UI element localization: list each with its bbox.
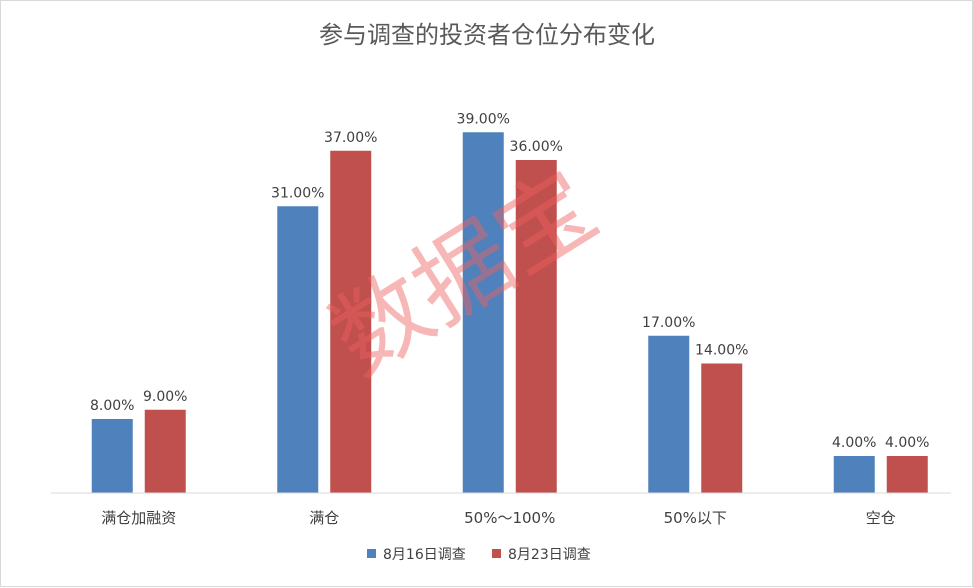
data-label-series-0-cat-4: 4.00% [832, 435, 876, 451]
labels-layer: 8.00% 9.00% 31.00% 37.00% 39.00%36.00% 17.00%… [90, 111, 929, 451]
category-label-3: 50%以下 [664, 509, 727, 527]
bar-series-1-cat-3 [701, 363, 743, 493]
data-label-series-1-cat-0: 9.00% [143, 389, 187, 405]
data-label-series-1-cat-2: 36.00% [510, 139, 563, 155]
legend: 8月16日调查 8月23日调查 [367, 547, 591, 563]
legend-label-0: 8月16日调查 [383, 547, 466, 563]
category-label-0: 满仓加融资 [101, 509, 176, 527]
bar-series-0-cat-0 [91, 419, 133, 493]
legend-swatch-1 [492, 549, 501, 558]
data-label-series-1-cat-1: 37.00% [324, 130, 377, 146]
bars-layer [91, 132, 928, 493]
bar-series-0-cat-4 [833, 456, 875, 493]
legend-label-1: 8月23日调查 [508, 547, 591, 563]
bar-series-1-cat-0 [144, 409, 186, 493]
data-label-series-0-cat-2: 39.00% [457, 111, 510, 127]
category-label-4: 空仓 [866, 509, 896, 527]
chart-title: 参与调查的投资者仓位分布变化 [319, 21, 655, 49]
data-label-series-1-cat-4: 4.00% [885, 435, 929, 451]
data-label-series-0-cat-1: 31.00% [271, 185, 324, 201]
bar-series-0-cat-2 [462, 132, 504, 493]
bar-series-1-cat-4 [886, 456, 928, 493]
bar-series-0-cat-3 [648, 335, 690, 493]
data-label-series-0-cat-0: 8.00% [90, 398, 134, 414]
data-label-series-0-cat-3: 17.00% [642, 315, 695, 331]
bar-series-1-cat-2 [515, 160, 557, 493]
category-label-1: 满仓 [309, 509, 339, 527]
data-label-series-1-cat-3: 14.00% [695, 343, 748, 359]
legend-swatch-0 [367, 549, 376, 558]
bar-series-1-cat-1 [330, 150, 372, 493]
categories-layer: 满仓加融资 满仓 50%～100% 50%以下 空仓 [101, 509, 896, 527]
bar-series-0-cat-1 [277, 206, 319, 493]
category-label-2: 50%～100% [464, 509, 555, 527]
